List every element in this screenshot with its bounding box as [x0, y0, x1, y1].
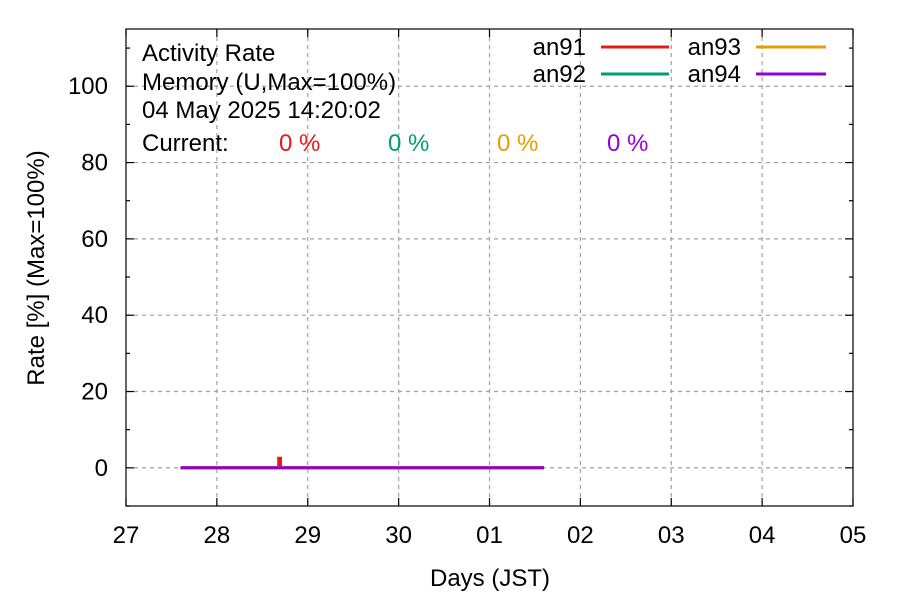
chart-subtitle: Memory (U,Max=100%) — [142, 69, 396, 96]
legend-label-an92: an92 — [533, 61, 586, 88]
y-tick-label: 80 — [81, 150, 108, 177]
y-axis-label: Rate [%] (Max=100%) — [23, 150, 50, 385]
legend-label-an93: an93 — [688, 34, 741, 61]
current-label: Current: — [142, 130, 229, 157]
legend-label-an94: an94 — [688, 61, 741, 88]
chart-timestamp: 04 May 2025 14:20:02 — [142, 97, 381, 124]
current-value-an92: 0 % — [388, 130, 429, 157]
current-value-an93: 0 % — [497, 130, 538, 157]
y-tick-labels: 0 20 40 60 80 100 — [68, 73, 108, 482]
chart-title: Activity Rate — [142, 40, 275, 67]
x-axis-label: Days (JST) — [430, 565, 550, 592]
x-tick-label: 03 — [658, 522, 685, 549]
current-value-an94: 0 % — [607, 130, 648, 157]
current-values: 0 % 0 % 0 % 0 % — [279, 130, 648, 157]
x-tick-label: 01 — [476, 522, 503, 549]
x-tick-label: 27 — [113, 522, 140, 549]
current-value-an91: 0 % — [279, 130, 320, 157]
x-tick-label: 05 — [840, 522, 867, 549]
x-tick-label: 02 — [567, 522, 594, 549]
x-tick-labels: 27 28 29 30 01 02 03 04 05 — [113, 522, 867, 549]
series-layer — [180, 456, 544, 470]
plot-frame — [125, 28, 854, 507]
y-tick-label: 40 — [81, 302, 108, 329]
y-tick-label: 0 — [95, 455, 108, 482]
x-tick-label: 29 — [294, 522, 321, 549]
legend-label-an91: an91 — [533, 34, 586, 61]
x-tick-label: 04 — [749, 522, 776, 549]
x-tick-label: 30 — [385, 522, 412, 549]
y-tick-label: 20 — [81, 379, 108, 406]
x-tick-label: 28 — [204, 522, 231, 549]
y-tick-label: 100 — [68, 73, 108, 100]
y-tick-label: 60 — [81, 226, 108, 253]
